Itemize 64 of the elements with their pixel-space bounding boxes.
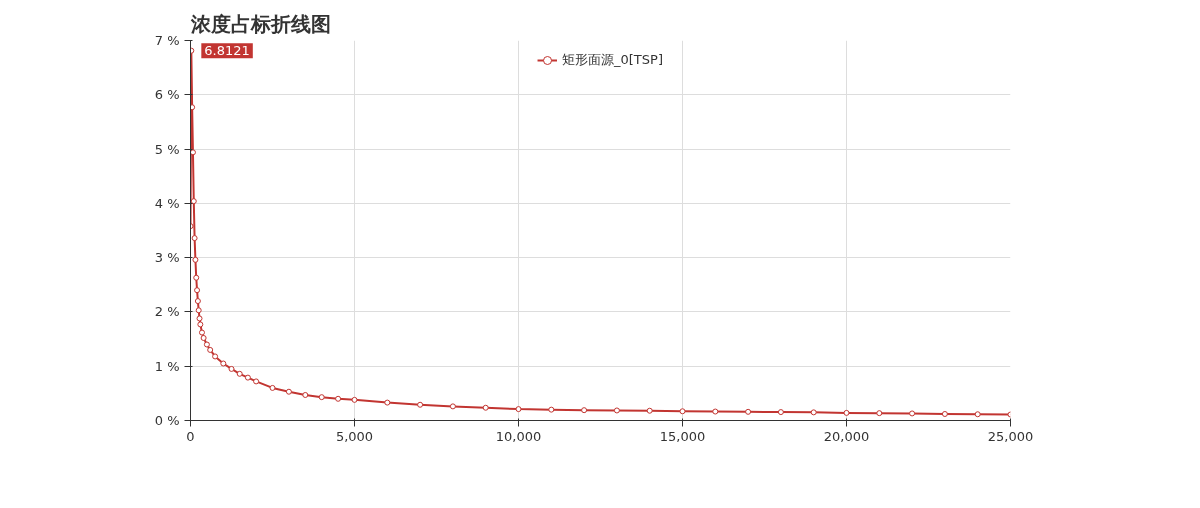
point <box>194 298 201 305</box>
point <box>212 353 219 360</box>
x-tick-label: 20,000 <box>823 428 870 444</box>
point <box>207 346 214 353</box>
point <box>200 334 207 341</box>
point <box>679 408 686 415</box>
x-tick-label: 10,000 <box>495 428 542 444</box>
point <box>548 406 555 413</box>
point <box>974 411 981 418</box>
point <box>745 408 752 415</box>
point <box>285 388 292 395</box>
legend-label: 矩形面源_0[TSP] <box>562 51 663 69</box>
point <box>220 360 227 367</box>
y-tick-label: 7 % <box>154 33 180 48</box>
y-tick-label: 6 % <box>154 87 180 103</box>
y-tick-label: 3 % <box>154 250 180 266</box>
x-tick-label: 5,000 <box>335 428 374 444</box>
point <box>712 408 719 415</box>
x-tick-label: 25,000 <box>987 428 1034 444</box>
point <box>876 410 883 417</box>
point <box>581 407 588 414</box>
point <box>302 391 309 398</box>
point <box>417 401 424 408</box>
point <box>941 410 948 417</box>
point <box>515 406 522 413</box>
point <box>190 104 196 111</box>
point <box>203 341 210 348</box>
annotation: 6.8121 <box>204 43 250 59</box>
point <box>190 198 197 205</box>
point <box>335 395 342 402</box>
point <box>198 329 205 336</box>
point <box>269 384 276 391</box>
point <box>196 315 203 322</box>
point <box>191 235 198 242</box>
x-tick-label: 15,000 <box>659 428 706 444</box>
point <box>253 378 260 385</box>
y-tick-label: 2 % <box>154 304 180 320</box>
point <box>449 403 456 410</box>
point <box>613 407 620 414</box>
point <box>192 256 199 263</box>
point <box>228 365 235 372</box>
point <box>351 396 358 403</box>
point <box>384 399 391 406</box>
point <box>909 410 916 417</box>
point <box>190 149 196 156</box>
x-tick-label: 0 <box>186 428 195 444</box>
point <box>810 409 817 416</box>
point <box>194 287 201 294</box>
point <box>244 374 251 381</box>
y-tick-label: 4 % <box>154 195 180 211</box>
chart-title: 浓度占标折线图 <box>189 11 331 36</box>
point <box>236 370 243 377</box>
point <box>777 409 784 416</box>
point <box>195 307 202 314</box>
point <box>193 274 200 281</box>
point <box>318 394 325 401</box>
point <box>646 407 653 414</box>
y-tick-label: 1 % <box>154 358 180 374</box>
y-tick-label: 0 % <box>154 413 180 428</box>
point <box>482 404 489 411</box>
y-tick-label: 5 % <box>154 141 180 157</box>
point <box>197 321 204 328</box>
point <box>843 409 850 416</box>
point <box>190 47 195 54</box>
